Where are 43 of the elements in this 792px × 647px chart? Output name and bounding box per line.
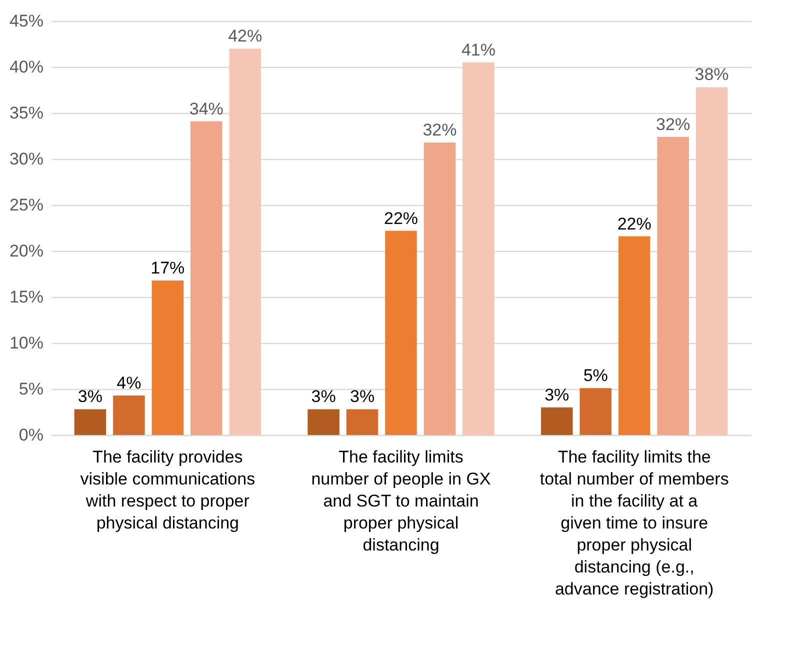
y-tick-label: 0% <box>18 426 44 444</box>
data-label: 17% <box>150 258 185 278</box>
data-label: 32% <box>422 120 457 140</box>
data-label: 22% <box>384 208 418 228</box>
data-label: 3% <box>311 387 336 406</box>
y-tick-label: 30% <box>9 150 44 168</box>
bar <box>618 236 650 435</box>
data-label: 38% <box>694 65 729 84</box>
bar <box>462 62 494 435</box>
x-tick-label: The facility provides visible communications with respect to proper physical distancing <box>80 448 256 532</box>
y-tick-label: 25% <box>9 196 44 214</box>
data-label: 41% <box>461 40 496 60</box>
bar <box>113 395 145 435</box>
y-tick-label: 45% <box>9 12 44 30</box>
bar <box>346 409 378 435</box>
bar <box>229 48 261 435</box>
bar <box>696 87 728 435</box>
bar <box>190 121 222 435</box>
data-label: 3% <box>350 387 375 406</box>
bar <box>152 280 184 435</box>
data-label: 32% <box>656 114 690 134</box>
bar <box>74 409 106 435</box>
data-label: 3% <box>78 387 102 406</box>
bar <box>424 142 456 435</box>
data-label: 42% <box>228 26 262 46</box>
data-label: 5% <box>583 366 608 386</box>
y-tick-label: 5% <box>18 380 44 398</box>
x-tick-label: The facility limits number of people in GX and SGT to maintain proper physical distancing <box>311 448 491 554</box>
y-tick-label: 40% <box>9 58 44 76</box>
data-label: 22% <box>617 214 652 234</box>
bar <box>385 230 417 435</box>
bar <box>541 407 573 435</box>
data-label: 4% <box>116 373 142 392</box>
bar <box>308 409 340 435</box>
x-tick-label: The facility limits the total number of members in the facility at a given time to insure proper physical distancing (e.g., advance registration) <box>540 448 729 598</box>
bar <box>657 136 689 435</box>
data-label: 3% <box>544 385 570 404</box>
y-tick-label: 15% <box>9 288 44 306</box>
y-tick-label: 35% <box>9 104 44 122</box>
bar <box>580 388 612 435</box>
data-label: 34% <box>189 99 224 118</box>
y-tick-label: 20% <box>9 242 44 260</box>
y-tick-label: 10% <box>9 334 44 352</box>
